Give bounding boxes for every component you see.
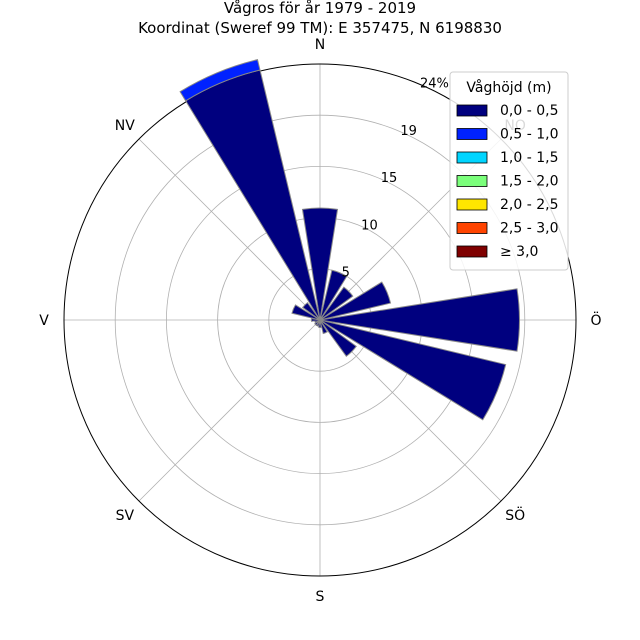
legend-swatch bbox=[456, 128, 488, 140]
chart-subtitle: Koordinat (Sweref 99 TM): E 357475, N 61… bbox=[138, 19, 502, 37]
compass-label: S bbox=[316, 589, 325, 605]
radial-labels: 5 10 15 19 24% bbox=[342, 76, 449, 280]
compass-label: N bbox=[315, 37, 325, 53]
wind-rose-bar bbox=[319, 269, 348, 321]
radial-tick-label: 19 bbox=[400, 124, 417, 139]
legend-swatch bbox=[456, 175, 488, 187]
legend-entry-label: 2,0 - 2,5 bbox=[500, 197, 558, 213]
legend-swatch bbox=[456, 198, 488, 211]
chart-title: Vågros för år 1979 - 2019 bbox=[224, 0, 416, 17]
legend: Våghöjd (m) 0,0 - 0,5 0,5 - 1,0 1,0 - 1,5 1… bbox=[449, 71, 569, 271]
legend-frame bbox=[449, 71, 569, 271]
radial-tick-label: 24% bbox=[420, 76, 449, 91]
legend-entry-label: 0,5 - 1,0 bbox=[500, 127, 558, 143]
bars-layer bbox=[179, 59, 520, 421]
compass-label: NV bbox=[115, 118, 135, 134]
grid-spoke bbox=[138, 319, 321, 502]
wind-rose-bar bbox=[318, 319, 322, 328]
outer-frame bbox=[63, 63, 577, 577]
legend-entry-label: 0,0 - 0,5 bbox=[500, 103, 558, 119]
wind-rose-bar bbox=[319, 288, 520, 352]
wind-rose-bar bbox=[184, 69, 321, 321]
legend-entry-label: 1,0 - 1,5 bbox=[500, 150, 558, 166]
radial-tick-label: 5 bbox=[342, 266, 350, 281]
legend-entry-label: 2,5 - 3,0 bbox=[500, 221, 558, 237]
grid-spoke bbox=[138, 138, 321, 321]
legend-entry-label: 1,5 - 2,0 bbox=[500, 174, 558, 190]
legend-swatch bbox=[456, 151, 488, 164]
wind-rose-bar bbox=[319, 281, 392, 321]
wind-rose-bar bbox=[319, 319, 328, 335]
radial-tick-label: 10 bbox=[361, 218, 378, 233]
wind-rose-bar bbox=[319, 319, 357, 357]
wind-rose-bar bbox=[302, 302, 321, 321]
compass-label: V bbox=[39, 313, 49, 329]
wind-rose-bar bbox=[310, 318, 321, 322]
legend-swatch bbox=[456, 104, 488, 117]
legend-swatch bbox=[456, 245, 488, 258]
wind-rose-bar bbox=[179, 59, 261, 102]
legend-title: Våghöjd (m) bbox=[466, 79, 551, 96]
wind-rose-bar bbox=[319, 319, 507, 421]
wind-rose-bar bbox=[291, 304, 321, 321]
legend-entry-label: ≥ 3,0 bbox=[500, 244, 538, 260]
legend-swatch bbox=[456, 222, 488, 234]
wind-rose-bar bbox=[301, 207, 339, 321]
wind-rose-bar bbox=[319, 286, 354, 321]
compass-label: Ö bbox=[590, 311, 601, 329]
compass-label: SV bbox=[116, 508, 135, 524]
compass-label: SÖ bbox=[505, 506, 525, 524]
radial-tick-label: 15 bbox=[381, 171, 398, 186]
